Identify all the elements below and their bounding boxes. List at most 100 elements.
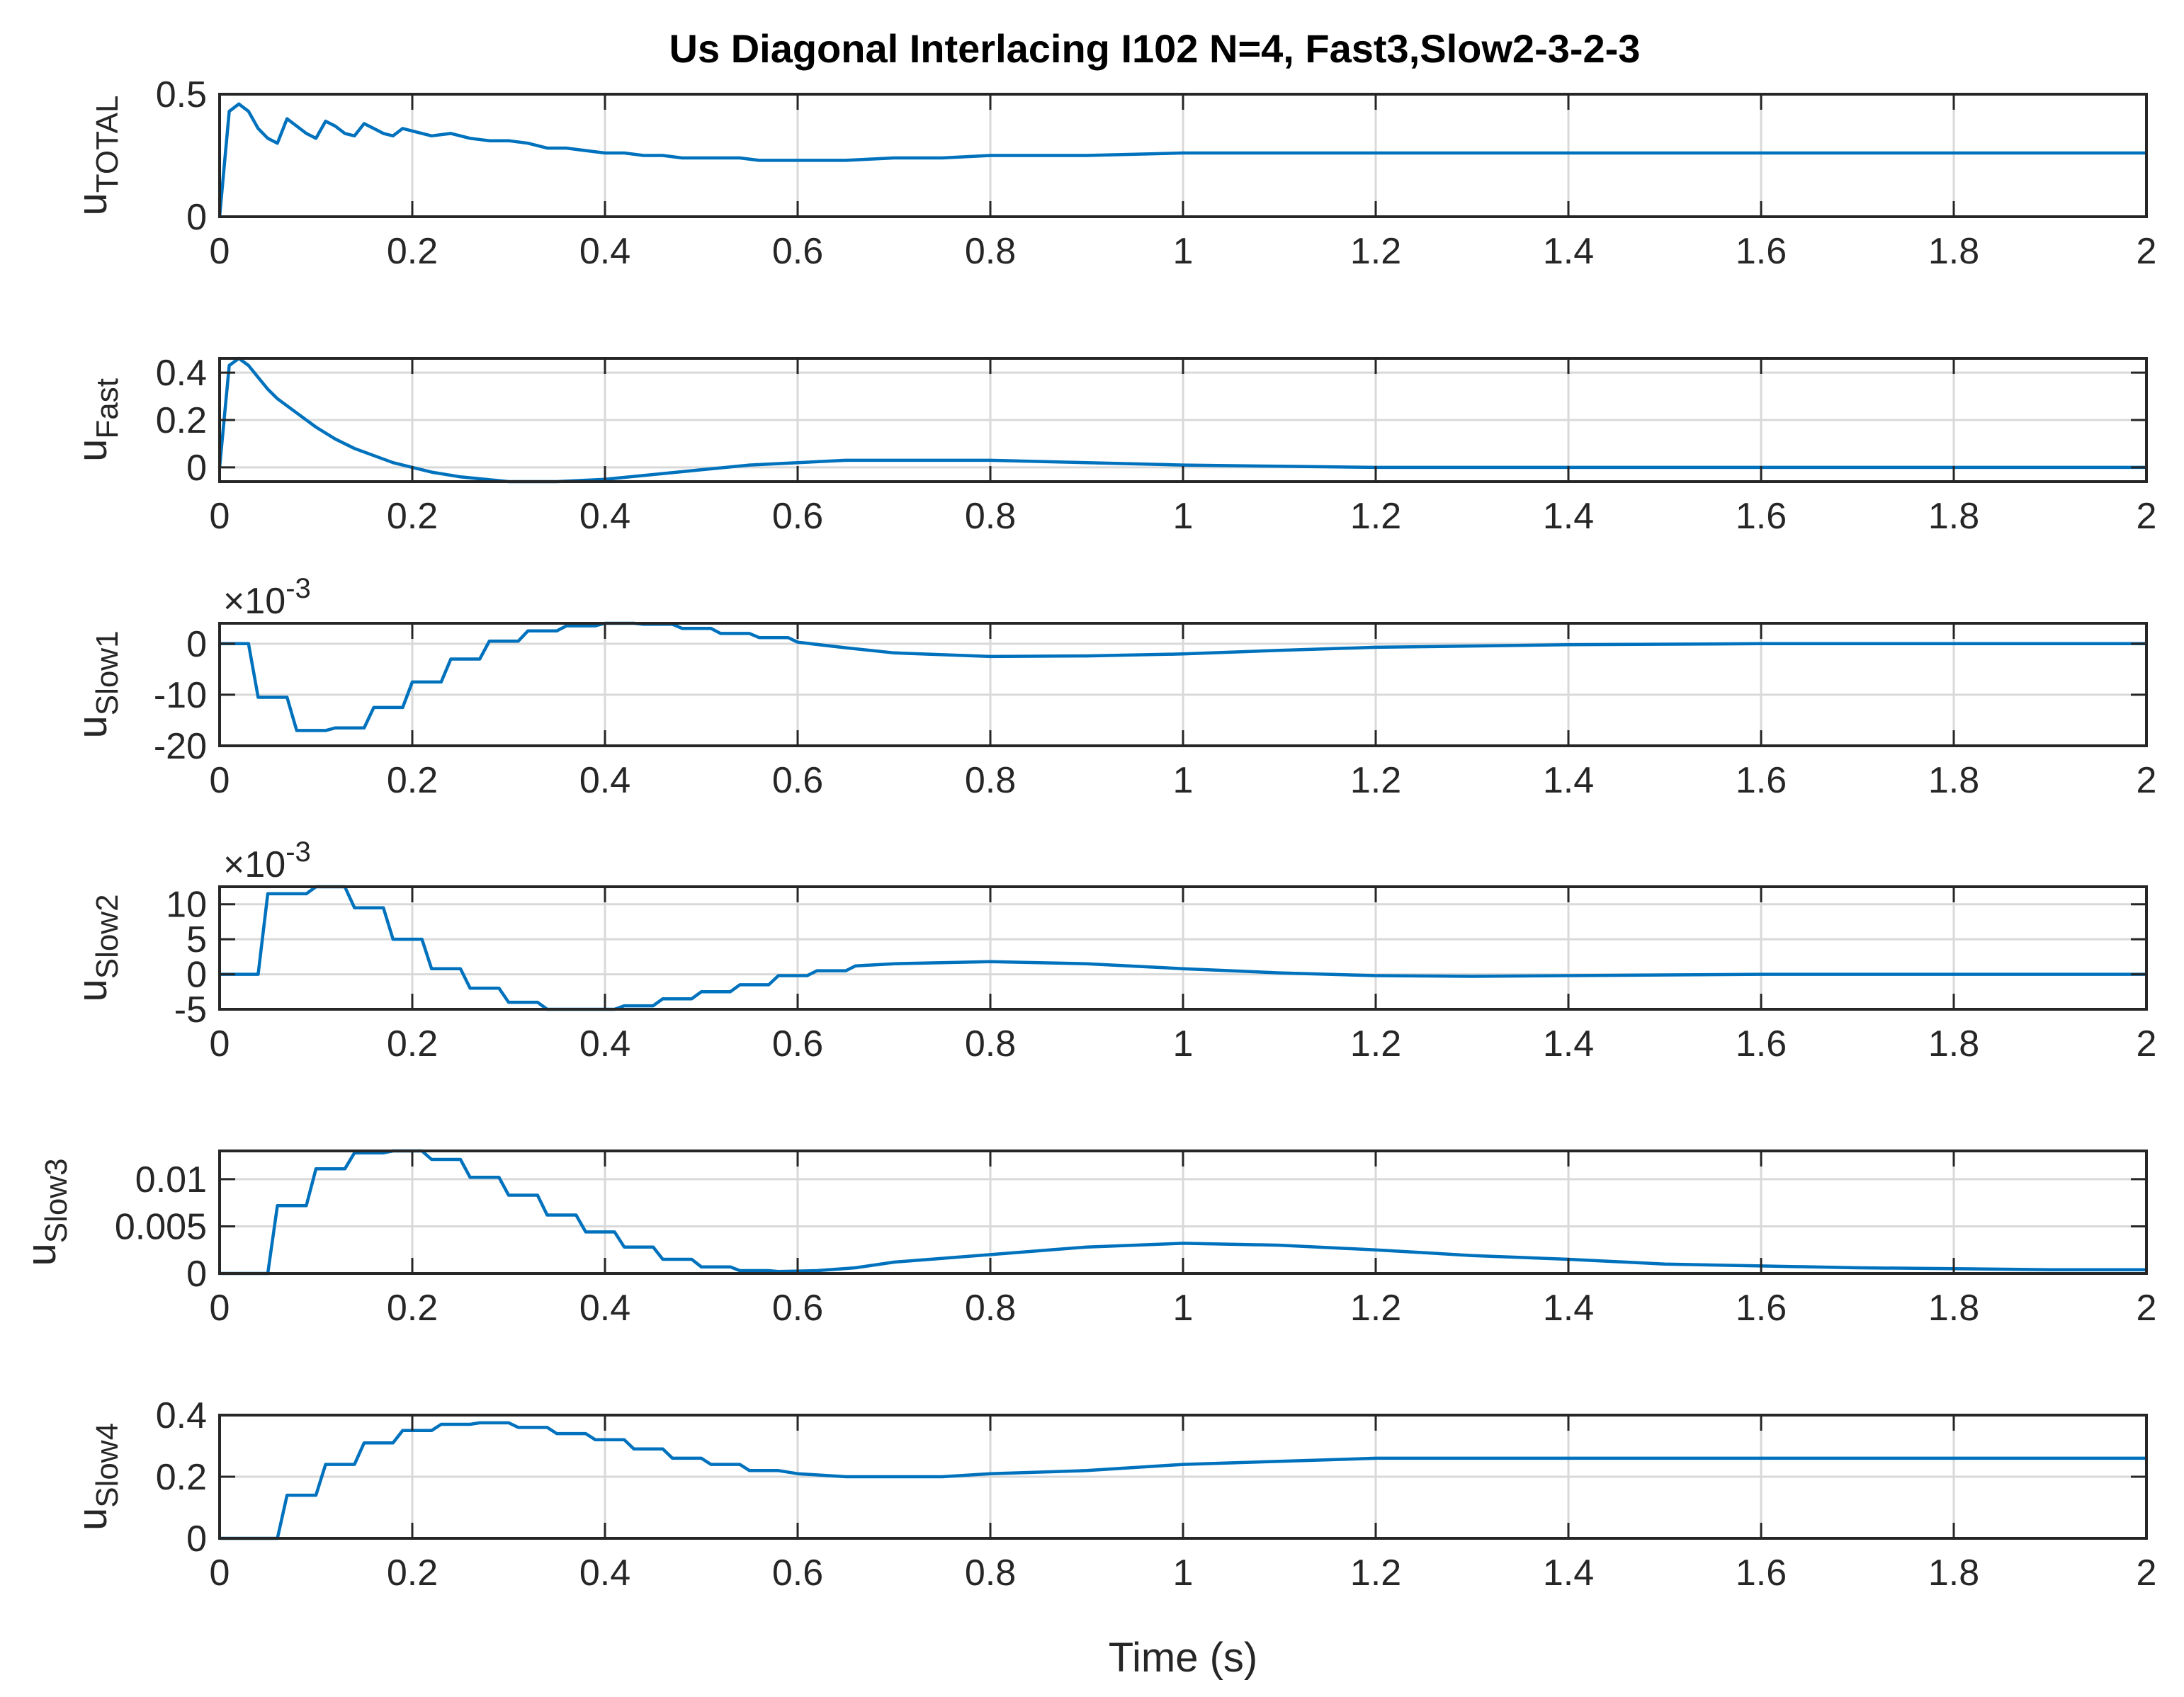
x-tick-label: 2	[2137, 496, 2157, 537]
y-tick-label: 0.5	[156, 74, 207, 115]
y-tick-label: -20	[154, 726, 207, 767]
y-tick-label: 0.2	[156, 400, 207, 441]
x-tick-label: 1.4	[1543, 231, 1594, 272]
x-tick-label: 1.6	[1736, 496, 1787, 537]
x-tick-label: 0.6	[772, 1023, 823, 1065]
x-tick-label: 1.6	[1736, 760, 1787, 801]
x-tick-label: 1	[1173, 496, 1194, 537]
x-tick-label: 1.6	[1736, 1023, 1787, 1065]
y-exponent-label: ×10-3	[223, 836, 311, 885]
x-axis-label: Time (s)	[1109, 1635, 1257, 1681]
subplot-6: 0 0.2 0.4 0.6 0.8 1 1.2 1.4 1.6 1.8 2 0 0.2 0.4 uSlow4	[69, 1395, 2156, 1594]
y-tick-label: 10	[166, 885, 207, 926]
y-axis-label: uSlow1	[69, 630, 125, 738]
x-tick-label: 1.4	[1543, 760, 1594, 801]
figure-title: Us Diagonal Interlacing I102 N=4, Fast3,…	[669, 26, 1641, 71]
x-tick-label: 0.2	[387, 231, 438, 272]
data-series-line	[220, 885, 2146, 1011]
x-tick-label: 0.8	[965, 1288, 1016, 1329]
x-tick-label: 0.6	[772, 496, 823, 537]
x-tick-label: 1.4	[1543, 1553, 1594, 1594]
x-tick-label: 1.6	[1736, 1288, 1787, 1329]
x-tick-label: 1	[1173, 760, 1194, 801]
subplot-1: 0 0.2 0.4 0.6 0.8 1 1.2 1.4 1.6 1.8 2 0 0.5 uTOTAL	[69, 74, 2156, 272]
x-tick-label: 0.6	[772, 1288, 823, 1329]
x-tick-label: 1.2	[1350, 231, 1401, 272]
x-tick-label: 1.4	[1543, 1023, 1594, 1065]
x-tick-label: 0	[210, 760, 230, 801]
x-tick-label: 0.8	[965, 1553, 1016, 1594]
x-tick-label: 0.8	[965, 760, 1016, 801]
y-tick-label: 0.4	[156, 1395, 207, 1436]
x-tick-label: 0.2	[387, 1023, 438, 1065]
x-tick-label: 0.8	[965, 496, 1016, 537]
x-tick-label: 1.6	[1736, 1553, 1787, 1594]
x-tick-label: 0.2	[387, 1553, 438, 1594]
x-tick-label: 1.6	[1736, 231, 1787, 272]
x-tick-label: 0.6	[772, 1553, 823, 1594]
y-tick-label: 5	[186, 919, 207, 960]
y-axis-label: uSlow4	[69, 1423, 125, 1531]
x-tick-label: 0.2	[387, 760, 438, 801]
x-tick-label: 2	[2137, 231, 2157, 272]
x-tick-label: 1.8	[1928, 1553, 1979, 1594]
x-tick-label: 1	[1173, 231, 1194, 272]
x-tick-label: 2	[2137, 760, 2157, 801]
y-tick-label: 0	[186, 197, 207, 238]
x-tick-label: 1.4	[1543, 1288, 1594, 1329]
y-axis-label: uFast	[69, 378, 125, 462]
x-tick-label: 1.2	[1350, 1023, 1401, 1065]
x-tick-label: 0.2	[387, 496, 438, 537]
y-tick-label: 0	[186, 1254, 207, 1295]
x-tick-label: 1.8	[1928, 760, 1979, 801]
subplot-3: 0 0.2 0.4 0.6 0.8 1 1.2 1.4 1.6 1.8 2 -20 -10 0 ×10-3 u…	[69, 573, 2156, 801]
x-tick-label: 1.8	[1928, 231, 1979, 272]
subplot-5: 0 0.2 0.4 0.6 0.8 1 1.2 1.4 1.6 1.8 200.0050.01uSl…	[18, 1149, 2157, 1329]
subplot-2: 0 0.2 0.4 0.6 0.8 1 1.2 1.4 1.6 1.8 2 0 0.2 0.4 uFast	[69, 353, 2156, 537]
x-tick-label: 0	[210, 231, 230, 272]
x-tick-label: 0.4	[579, 231, 630, 272]
x-tick-label: 0.8	[965, 231, 1016, 272]
y-tick-label: 0	[186, 624, 207, 665]
x-tick-label: 0	[210, 496, 230, 537]
x-tick-label: 2	[2137, 1023, 2157, 1065]
x-tick-label: 2	[2137, 1288, 2157, 1329]
subplot-4: 0 0.2 0.4 0.6 0.8 1 1.2 1.4 1.6 1.8 2-50510×10-3uS…	[69, 836, 2156, 1065]
y-exponent-label: ×10-3	[223, 573, 311, 622]
data-series-line	[220, 1421, 2146, 1540]
y-tick-label: 0.005	[115, 1206, 207, 1247]
x-tick-label: 0.2	[387, 1288, 438, 1329]
x-tick-label: 1.2	[1350, 760, 1401, 801]
y-tick-label: -10	[154, 675, 207, 716]
x-tick-label: 1.8	[1928, 1288, 1979, 1329]
y-tick-label: 0	[186, 1519, 207, 1560]
x-tick-label: 1.8	[1928, 496, 1979, 537]
x-tick-label: 0	[210, 1553, 230, 1594]
y-axis-label: uSlow2	[69, 894, 125, 1001]
x-tick-label: 0.4	[579, 1553, 630, 1594]
x-tick-label: 0.4	[579, 496, 630, 537]
x-tick-label: 0	[210, 1288, 230, 1329]
y-axis-label: uSlow3	[18, 1158, 74, 1266]
x-tick-label: 1.8	[1928, 1023, 1979, 1065]
y-tick-label: -5	[174, 989, 207, 1031]
y-tick-label: 0	[186, 955, 207, 996]
x-tick-label: 1	[1173, 1288, 1194, 1329]
x-tick-label: 1	[1173, 1553, 1194, 1594]
x-tick-label: 1	[1173, 1023, 1194, 1065]
y-tick-label: 0.01	[135, 1159, 207, 1201]
x-tick-label: 0	[210, 1023, 230, 1065]
x-tick-label: 0.6	[772, 231, 823, 272]
x-tick-label: 0.4	[579, 1023, 630, 1065]
y-tick-label: 0.4	[156, 353, 207, 394]
y-tick-label: 0	[186, 448, 207, 489]
x-tick-label: 1.2	[1350, 1553, 1401, 1594]
x-tick-label: 1.2	[1350, 496, 1401, 537]
x-tick-label: 0.4	[579, 760, 630, 801]
x-tick-label: 0.8	[965, 1023, 1016, 1065]
data-series-line	[217, 102, 2146, 217]
x-tick-label: 2	[2137, 1553, 2157, 1594]
y-axis-label: uTOTAL	[69, 95, 125, 215]
